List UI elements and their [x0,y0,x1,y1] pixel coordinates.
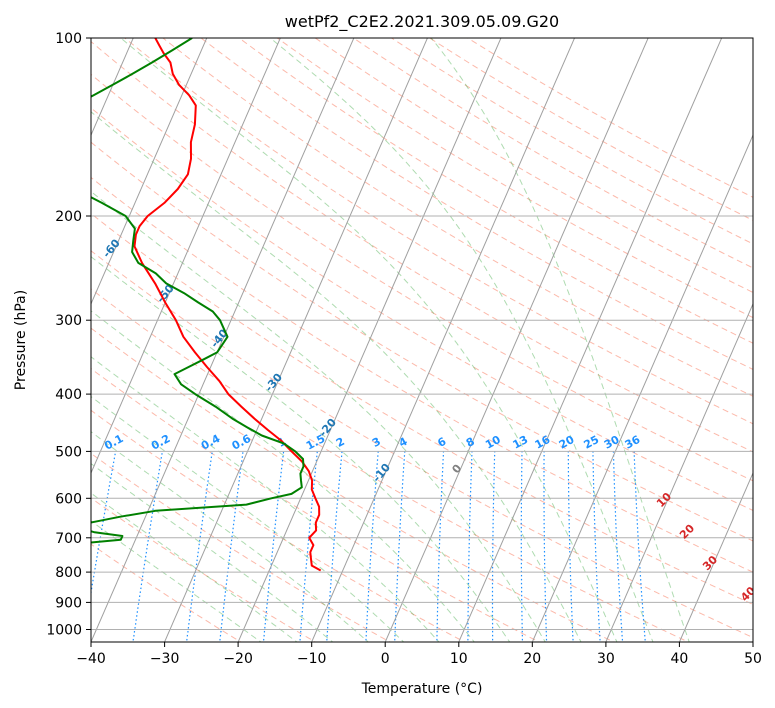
dry-adiabat-line [91,176,753,573]
chart-title: wetPf2_C2E2.2021.309.05.09.G20 [285,12,559,32]
mixing-ratio-line [394,451,406,642]
x-tick-label: −20 [223,651,253,667]
dry-adiabat-line [238,38,753,344]
x-axis-label: Temperature (°C) [361,681,483,697]
moist-adiabat-line [91,356,440,642]
y-axis: 100 200 300 400 500 600 700 800 900 1000 [46,31,91,639]
dry-adiabat-line [124,38,753,425]
mixing-ratio-label: 20 [557,433,577,452]
temperature-profile-line [133,38,322,572]
mixing-ratio-line [326,451,343,642]
mixing-ratio-line [612,451,624,642]
dewpoint-profile-line [91,38,305,544]
isotherm-line [458,38,723,642]
y-tick-label: 900 [55,595,82,611]
mixing-ratio-label: 25 [582,433,602,452]
plot-frame [90,37,754,643]
y-tick-label: 300 [55,313,82,329]
isotherm-line [384,38,649,642]
y-tick-label: 400 [55,387,82,403]
moist-adiabat-line [120,38,618,642]
y-tick-label: 200 [55,209,82,225]
mixing-ratio-label: 36 [623,433,643,452]
moist-adiabat-line [91,463,334,642]
x-tick-label: 30 [597,651,615,667]
x-tick-label: −10 [297,651,327,667]
dry-adiabat-line [91,107,753,512]
isotherm-line [237,38,502,642]
mixing-ratio-line [491,451,496,642]
x-tick-label: 50 [744,651,762,667]
mixing-ratio-line [633,451,646,642]
mixing-ratio-line [365,451,379,642]
x-tick-label: −40 [76,651,106,667]
mixing-ratio-line [592,451,601,642]
mixing-ratio-line [467,451,473,642]
isotherm-line [91,38,208,306]
mixing-ratio-label: 10 [483,433,503,452]
x-tick-label: 0 [381,651,390,667]
x-axis: −40 −30 −20 −10 0 10 20 30 40 50 [76,642,762,667]
x-tick-label: 10 [450,651,468,667]
isotherm-line [91,38,355,642]
isobar-gridlines [91,38,753,630]
dry-adiabat-line [91,40,753,453]
dry-adiabat-line [276,38,753,319]
mixing-ratio-lines [91,451,646,642]
mixing-ratio-label: 13 [511,433,531,452]
x-tick-label: −30 [150,651,180,667]
mixing-ratio-line [520,451,524,642]
y-tick-label: 800 [55,565,82,581]
y-tick-label: 100 [55,31,82,47]
x-tick-label: 20 [523,651,541,667]
dry-adiabat-line [91,141,753,542]
mixing-ratio-line [567,451,574,642]
isotherm-line [163,38,428,642]
y-tick-label: 1000 [46,623,82,639]
y-axis-label: Pressure (hPa) [13,290,29,390]
y-tick-label: 600 [55,491,82,507]
isotherm-line [311,38,576,642]
isotherm-line [531,133,753,642]
isotherm-line [605,302,753,642]
sounding-series [91,38,322,572]
isotherms [91,38,753,642]
y-tick-label: 500 [55,444,82,460]
mixing-ratio-label: 30 [602,433,622,452]
isotherm-line [678,471,753,642]
isotherm-line [91,38,134,137]
y-tick-label: 700 [55,531,82,547]
x-tick-label: 40 [670,651,688,667]
mixing-ratio-line [543,451,548,642]
mixing-ratio-line [436,451,445,642]
mixing-ratio-label: 16 [533,433,553,452]
isotherm-line [91,38,281,475]
plot-area: 0.10.20.40.611.52346810131620253036-100-… [91,38,753,642]
